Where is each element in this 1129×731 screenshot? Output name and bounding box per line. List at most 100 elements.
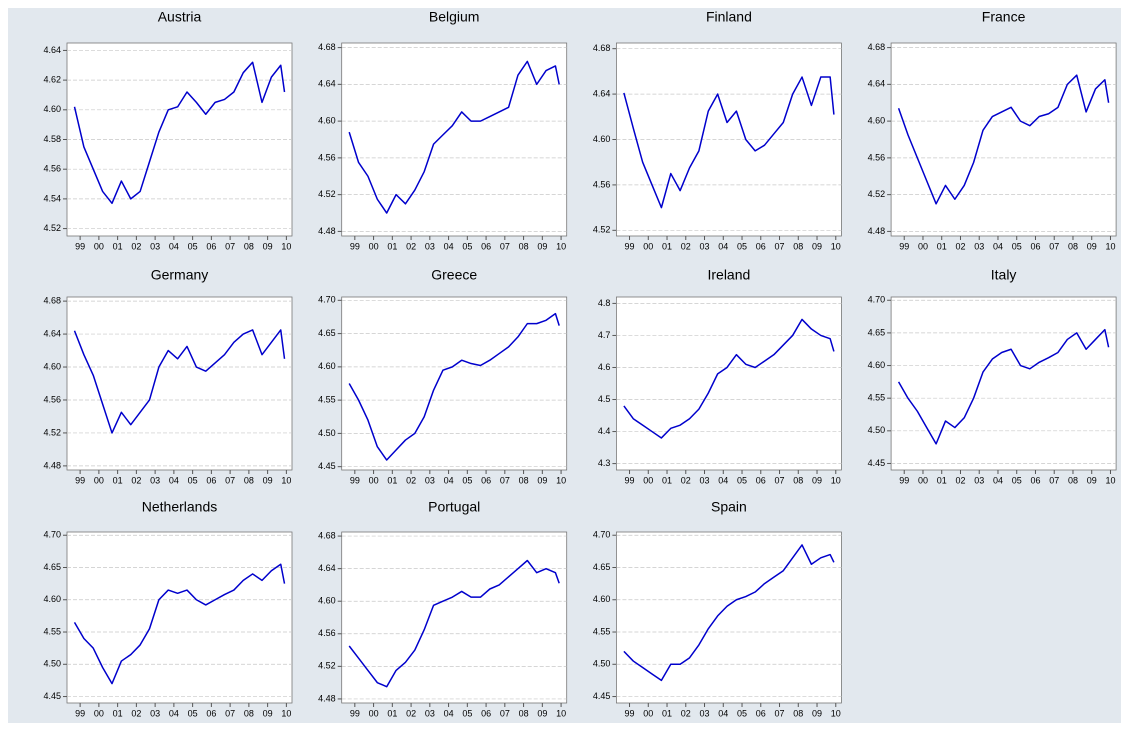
x-tick-label: 10 <box>831 475 841 485</box>
y-tick-label: 4.48 <box>43 460 61 470</box>
series-line <box>348 559 560 688</box>
y-tick-label: 4.68 <box>318 530 336 540</box>
x-tick-label: 01 <box>387 241 397 251</box>
series-line <box>897 74 1110 205</box>
y-tick-label: 4.64 <box>318 79 336 89</box>
x-tick-label: 09 <box>812 241 822 251</box>
series-line <box>348 60 560 214</box>
x-tick-label: 03 <box>150 708 160 718</box>
x-tick-label: 99 <box>899 475 909 485</box>
x-tick-label: 04 <box>993 475 1003 485</box>
chart-title: Greece <box>431 267 477 283</box>
x-tick-label: 99 <box>899 241 909 251</box>
x-tick-label: 06 <box>1030 241 1040 251</box>
x-tick-label: 07 <box>1049 475 1059 485</box>
y-tick-label: 4.64 <box>593 88 611 98</box>
x-tick-label: 01 <box>387 708 397 718</box>
x-tick-label: 07 <box>225 708 235 718</box>
y-tick-label: 4.50 <box>868 425 886 435</box>
x-tick-label: 06 <box>756 708 766 718</box>
y-tick-label: 4.55 <box>868 393 886 403</box>
y-tick-label: 4.60 <box>868 360 886 370</box>
chart-title: Finland <box>706 9 752 25</box>
y-tick-label: 4.68 <box>593 43 611 53</box>
x-tick-label: 10 <box>281 475 291 485</box>
x-tick-label: 07 <box>775 241 785 251</box>
y-tick-label: 4.45 <box>43 691 61 701</box>
series-line <box>73 329 286 434</box>
y-tick-label: 4.60 <box>318 596 336 606</box>
x-tick-label: 10 <box>556 241 566 251</box>
x-tick-label: 00 <box>94 475 104 485</box>
y-tick-label: 4.50 <box>593 659 611 669</box>
x-tick-label: 99 <box>350 708 360 718</box>
x-tick-label: 06 <box>481 475 491 485</box>
x-tick-label: 04 <box>169 241 179 251</box>
plot-area <box>341 42 568 237</box>
x-tick-label: 04 <box>718 708 728 718</box>
x-tick-label: 05 <box>188 475 198 485</box>
x-tick-label: 05 <box>737 475 747 485</box>
x-tick-label: 05 <box>737 241 747 251</box>
x-tick-label: 02 <box>131 475 141 485</box>
x-tick-label: 05 <box>462 708 472 718</box>
chart-title: Ireland <box>707 267 750 283</box>
x-tick-label: 10 <box>831 708 841 718</box>
chart-title: Portugal <box>428 499 480 515</box>
x-tick-label: 01 <box>113 475 123 485</box>
chart-title: France <box>982 9 1026 25</box>
y-tick-label: 4.56 <box>868 152 886 162</box>
x-tick-label: 02 <box>406 475 416 485</box>
x-tick-label: 09 <box>812 708 822 718</box>
plot-area <box>341 296 568 471</box>
x-tick-label: 08 <box>793 475 803 485</box>
x-tick-label: 09 <box>263 241 273 251</box>
x-tick-label: 01 <box>662 708 672 718</box>
series-line <box>73 563 286 685</box>
x-tick-label: 03 <box>425 475 435 485</box>
y-tick-label: 4.52 <box>593 225 611 235</box>
x-tick-label: 07 <box>775 708 785 718</box>
x-tick-label: 00 <box>94 241 104 251</box>
x-tick-label: 02 <box>406 241 416 251</box>
x-tick-label: 03 <box>700 475 710 485</box>
x-tick-label: 06 <box>756 475 766 485</box>
x-tick-label: 99 <box>350 241 360 251</box>
y-tick-label: 4.68 <box>868 42 886 52</box>
x-tick-label: 08 <box>793 241 803 251</box>
x-tick-label: 99 <box>625 475 635 485</box>
x-tick-label: 00 <box>643 241 653 251</box>
y-tick-label: 4.56 <box>43 164 61 174</box>
y-tick-label: 4.64 <box>43 328 61 338</box>
x-tick-label: 05 <box>462 475 472 485</box>
x-tick-label: 99 <box>625 241 635 251</box>
y-tick-label: 4.65 <box>868 327 886 337</box>
y-tick-label: 4.45 <box>593 691 611 701</box>
x-tick-label: 07 <box>500 475 510 485</box>
y-tick-label: 4.48 <box>318 693 336 703</box>
y-tick-label: 4.4 <box>598 426 611 436</box>
x-tick-label: 05 <box>737 708 747 718</box>
plot-area <box>66 531 293 704</box>
y-tick-label: 4.52 <box>868 189 886 199</box>
y-tick-label: 4.60 <box>593 594 611 604</box>
y-tick-label: 4.60 <box>43 361 61 371</box>
x-tick-label: 05 <box>1012 241 1022 251</box>
x-tick-label: 09 <box>263 708 273 718</box>
y-tick-label: 4.50 <box>318 428 336 438</box>
x-tick-label: 01 <box>937 241 947 251</box>
x-tick-label: 05 <box>188 708 198 718</box>
y-tick-label: 4.55 <box>318 395 336 405</box>
chart-title: Spain <box>711 499 747 515</box>
x-tick-label: 01 <box>662 241 672 251</box>
series-line <box>623 76 835 209</box>
y-tick-label: 4.60 <box>318 361 336 371</box>
x-tick-label: 01 <box>937 475 947 485</box>
x-tick-label: 04 <box>718 475 728 485</box>
y-tick-label: 4.56 <box>43 394 61 404</box>
y-tick-label: 4.52 <box>43 223 61 233</box>
x-tick-label: 02 <box>131 241 141 251</box>
x-tick-label: 03 <box>974 241 984 251</box>
